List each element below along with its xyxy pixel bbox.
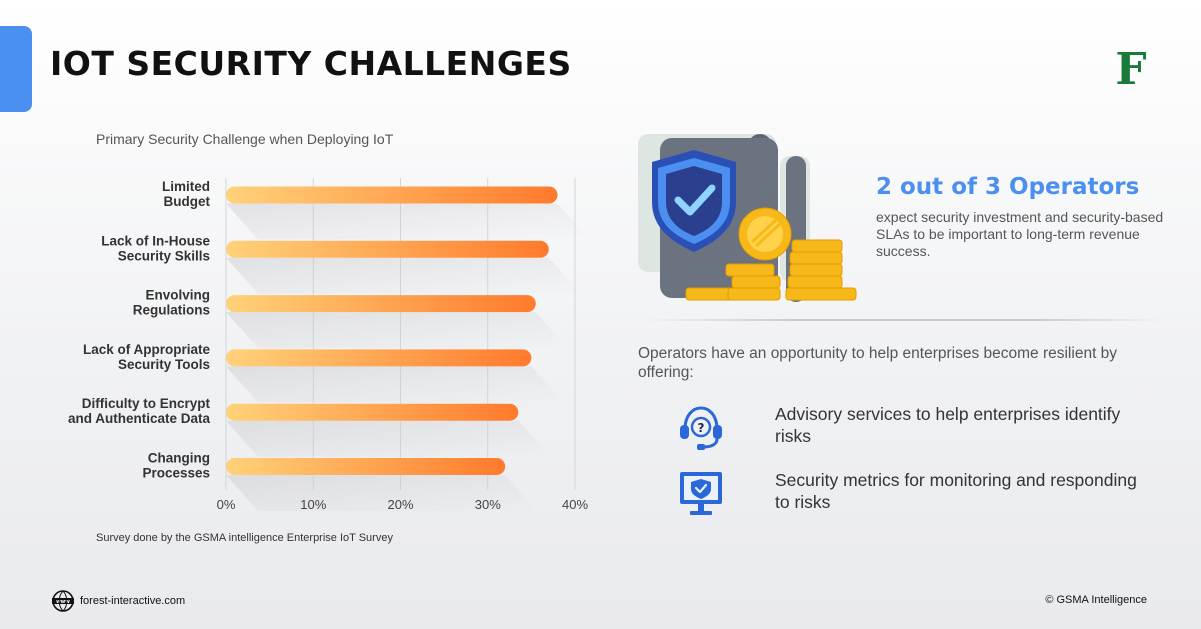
- page-title: IOT SECURITY CHALLENGES: [50, 44, 572, 83]
- accent-tab: [0, 26, 32, 112]
- brand-logo-icon: F: [1115, 44, 1146, 90]
- x-tick-label: 20%: [387, 497, 413, 512]
- svg-text:www: www: [56, 599, 70, 605]
- www-globe-icon: www: [52, 590, 74, 612]
- svg-text:?: ?: [698, 421, 705, 435]
- x-tick-label: 40%: [562, 497, 588, 512]
- divider: [640, 319, 1165, 321]
- bar: [226, 295, 536, 313]
- headset-support-icon: ?: [680, 406, 722, 450]
- chart-title: Primary Security Challenge when Deployin…: [96, 131, 394, 147]
- x-tick-label: 30%: [475, 497, 501, 512]
- shield-check-coins-icon: [638, 134, 857, 302]
- category-label: Changing Processes: [142, 451, 210, 481]
- monitor-shield-icon: [680, 472, 722, 515]
- category-label: Envolving Regulations: [133, 288, 210, 318]
- bar-shadow: [226, 475, 538, 511]
- copyright-text: © GSMA Intelligence: [1045, 594, 1147, 606]
- intro-text: Operators have an opportunity to help en…: [638, 345, 1118, 381]
- bar-shadow: [226, 420, 551, 457]
- bar-shadow: [226, 203, 590, 240]
- survey-note: Survey done by the GSMA intelligence Ent…: [96, 532, 393, 544]
- bar: [226, 403, 519, 421]
- footer-website[interactable]: www forest-interactive.com: [52, 590, 185, 612]
- offer-item-advisory: ? Advisory services to help enterprises …: [678, 403, 1148, 453]
- stat-body: expect security investment and security-…: [876, 209, 1164, 259]
- bar-shadow: [226, 366, 564, 403]
- x-tick-label: 10%: [300, 497, 326, 512]
- bar-chart: Limited Budget Lack of In-House Security Sk…: [68, 178, 590, 512]
- category-label: Difficulty to Encrypt and Authenticate Da…: [68, 396, 211, 426]
- website-link[interactable]: forest-interactive.com: [80, 595, 186, 607]
- offer-item-metrics: Security metrics for monitoring and resp…: [678, 469, 1148, 519]
- x-tick-label: 0%: [217, 497, 236, 512]
- bar: [226, 240, 549, 258]
- category-label: Lack of In-House Security Skills: [101, 233, 210, 263]
- bar-shadow: [226, 257, 581, 294]
- bar: [226, 186, 558, 204]
- offer-text-metrics: Security metrics for monitoring and resp…: [775, 470, 1137, 512]
- offer-text-advisory: Advisory services to help enterprises id…: [775, 404, 1121, 446]
- bar: [226, 458, 506, 475]
- category-label: Limited Budget: [162, 179, 211, 209]
- bar: [226, 349, 532, 367]
- category-label: Lack of Appropriate Security Tools: [83, 342, 211, 372]
- logo-letter: F: [1115, 44, 1146, 90]
- bar-shadow: [226, 312, 568, 349]
- stat-headline: 2 out of 3 Operators: [876, 174, 1140, 200]
